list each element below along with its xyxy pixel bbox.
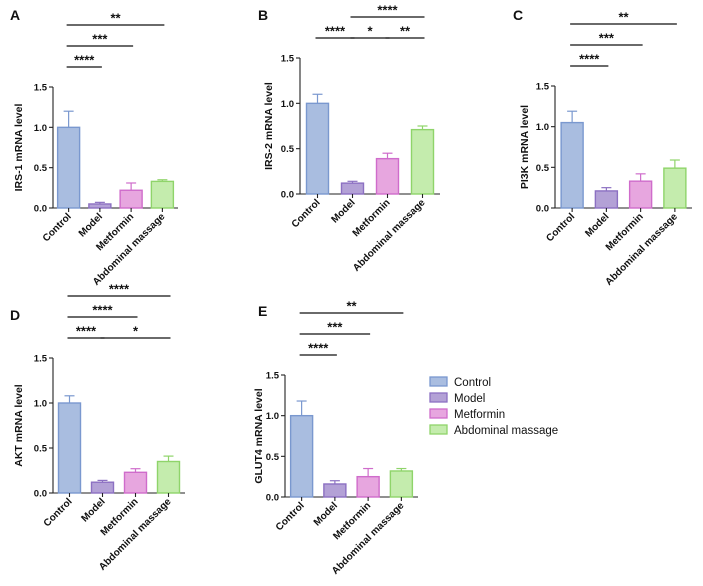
significance-label: **** (92, 303, 113, 318)
legend-swatch (429, 408, 448, 419)
y-tick-label: 0.0 (536, 204, 549, 215)
bar-model (340, 182, 365, 195)
bar-control (305, 102, 330, 195)
y-tick-label: 0.5 (34, 444, 48, 455)
legend-item-label: Metformin (454, 409, 505, 421)
bar-control (57, 402, 82, 494)
category-label: Abdominal massage (351, 197, 428, 274)
significance-label: ** (618, 10, 629, 25)
y-axis-label: IRS-2 mRNA level (263, 82, 275, 170)
y-tick-label: 1.5 (266, 371, 280, 382)
panel-label: A (10, 7, 20, 23)
legend-swatch (429, 424, 448, 435)
y-tick-label: 1.0 (266, 411, 279, 422)
bar-model (90, 481, 115, 494)
panel-b: B 0.0 0.5 1.0 1.5 IRS-2 mRNA level Control Mode… (258, 3, 440, 274)
y-tick-label: 1.0 (34, 123, 47, 134)
significance-label: **** (76, 324, 97, 339)
category-label: Control (41, 211, 74, 244)
category-label: Model (329, 197, 357, 225)
significance-label: ** (110, 11, 121, 26)
bar-metformin (375, 157, 400, 195)
significance-label: *** (327, 320, 343, 335)
y-tick-label: 0.5 (266, 452, 280, 463)
bar-metformin (628, 180, 653, 209)
y-tick-label: 1.0 (34, 399, 47, 410)
y-axis-label: AKT mRNA level (13, 384, 25, 467)
bar-abdominal-massage (663, 167, 687, 209)
significance-label: *** (92, 32, 108, 47)
y-tick-label: 0.0 (34, 489, 47, 500)
y-tick-label: 0.5 (281, 144, 295, 155)
y-tick-label: 1.0 (281, 99, 294, 110)
panel-label: C (513, 7, 523, 23)
category-label: Control (290, 197, 323, 230)
y-tick-label: 1.5 (536, 82, 550, 93)
y-tick-label: 1.0 (536, 122, 549, 133)
bar-abdominal-massage (410, 128, 435, 195)
significance-label: **** (308, 341, 329, 356)
panel-label: E (258, 303, 267, 319)
y-tick-label: 1.5 (34, 83, 48, 94)
category-label: Model (312, 500, 340, 528)
legend: Control Model Metformin Abdominal massage (429, 376, 558, 437)
legend-item-label: Control (454, 377, 491, 389)
category-label: Model (77, 211, 105, 239)
y-tick-label: 1.5 (34, 354, 48, 365)
legend-swatch (429, 392, 448, 403)
significance-label: **** (325, 24, 346, 39)
legend-swatch (429, 376, 448, 387)
category-label: Control (544, 211, 577, 244)
significance-label: **** (109, 282, 130, 297)
panel-label: B (258, 7, 268, 23)
legend-item-label: Model (454, 393, 485, 405)
y-axis-label: PI3K mRNA level (519, 105, 531, 189)
panel-c: C 0.0 0.5 1.0 1.5 PI3K mRNA level Control Model… (513, 7, 692, 288)
bar-abdominal-massage (156, 460, 181, 494)
y-tick-label: 0.0 (266, 493, 279, 504)
significance-label: * (133, 324, 139, 339)
y-axis-label: GLUT4 mRNA level (253, 388, 265, 483)
significance-label: ** (400, 24, 411, 39)
category-label: Control (42, 496, 75, 529)
bar-metformin (356, 475, 380, 498)
panel-a: A 0.0 0.5 1.0 1.5 IRS-1 mRNA level Control Mode… (10, 7, 178, 288)
category-label: Model (79, 496, 107, 524)
significance-label: ** (346, 299, 357, 314)
significance-label: **** (579, 52, 600, 67)
bar-metformin (119, 189, 143, 209)
significance-label: * (367, 24, 373, 39)
y-axis-label: IRS-1 mRNA level (13, 104, 25, 192)
significance-label: **** (74, 53, 95, 68)
bar-control (560, 121, 584, 209)
panel-label: D (10, 307, 20, 323)
bar-model (323, 483, 347, 498)
significance-label: **** (377, 3, 398, 18)
bar-abdominal-massage (389, 470, 414, 498)
y-tick-label: 0.0 (34, 204, 47, 215)
y-tick-label: 1.5 (281, 54, 295, 65)
bar-model (88, 203, 112, 209)
bar-control (289, 414, 314, 498)
significance-label: *** (599, 31, 615, 46)
y-tick-label: 0.5 (536, 163, 550, 174)
category-label: Control (274, 500, 307, 533)
bar-metformin (123, 471, 148, 494)
y-tick-label: 0.0 (281, 190, 294, 201)
bar-control (56, 126, 81, 209)
legend-item-label: Abdominal massage (454, 425, 558, 437)
bar-model (594, 190, 619, 209)
bar-abdominal-massage (150, 180, 175, 209)
category-label: Model (583, 211, 611, 239)
y-tick-label: 0.5 (34, 163, 48, 174)
